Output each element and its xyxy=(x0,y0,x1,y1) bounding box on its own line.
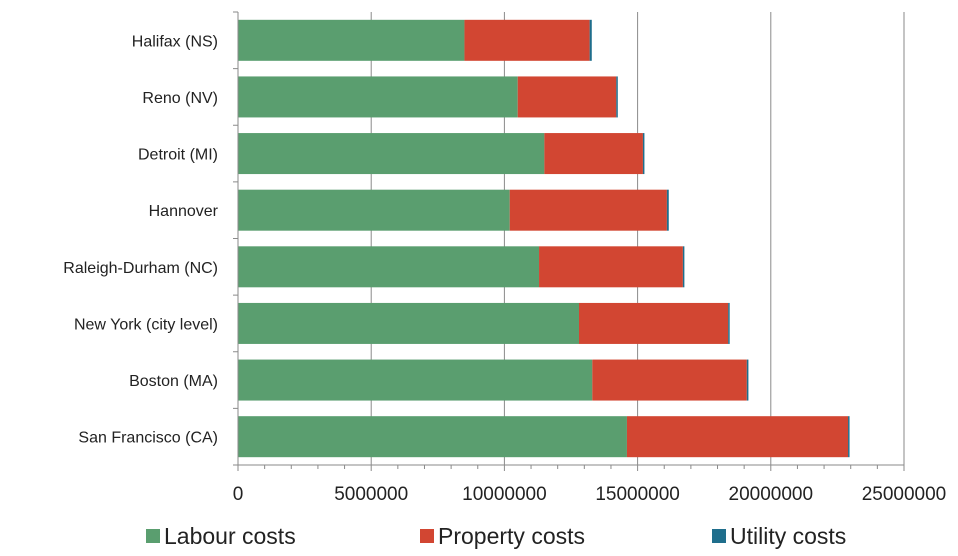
bar-utility-costs-3 xyxy=(642,133,645,175)
bar-property-costs-8 xyxy=(626,416,849,458)
category-labels: Halifax (NS) Reno (NV) Detroit (MI) Hannove… xyxy=(63,33,218,446)
category-label: Boston (MA) xyxy=(129,373,218,390)
legend-swatch-labour-costs xyxy=(146,529,160,543)
x-tick-label: 5000000 xyxy=(334,484,408,505)
bar-labour-costs-5 xyxy=(238,246,540,288)
x-tick-label: 15000000 xyxy=(595,484,680,505)
bar-utility-costs-2 xyxy=(616,76,618,118)
legend-label-utility-costs: Utility costs xyxy=(730,523,846,549)
category-label: Reno (NV) xyxy=(142,90,218,107)
bar-property-costs-2 xyxy=(517,76,617,118)
x-tick-label: 10000000 xyxy=(462,484,547,505)
category-label: Detroit (MI) xyxy=(138,147,218,164)
x-tick-label: 25000000 xyxy=(862,484,947,505)
bar-labour-costs-4 xyxy=(238,189,510,231)
category-label: Raleigh-Durham (NC) xyxy=(63,260,218,277)
category-label: Hannover xyxy=(149,203,219,220)
bar-labour-costs-7 xyxy=(238,359,593,401)
bar-labour-costs-8 xyxy=(238,416,627,458)
bar-labour-costs-6 xyxy=(238,302,579,344)
bar-utility-costs-1 xyxy=(589,19,592,61)
bar-property-costs-7 xyxy=(592,359,747,401)
legend-label-labour-costs: Labour costs xyxy=(164,523,296,549)
bar-utility-costs-5 xyxy=(682,246,685,288)
bar-labour-costs-2 xyxy=(238,76,518,118)
legend-swatch-utility-costs xyxy=(712,529,726,543)
category-label: Halifax (NS) xyxy=(132,33,218,50)
category-label: New York (city level) xyxy=(74,316,218,333)
bar-utility-costs-4 xyxy=(666,189,669,231)
x-tick-label: 0 xyxy=(233,484,244,505)
bar-utility-costs-8 xyxy=(848,416,850,458)
bars xyxy=(238,19,850,458)
legend: Labour costs Property costs Utility costs xyxy=(146,523,846,549)
bar-property-costs-6 xyxy=(578,302,729,344)
bar-property-costs-4 xyxy=(509,189,667,231)
bar-property-costs-1 xyxy=(464,19,590,61)
x-tick-label: 20000000 xyxy=(729,484,814,505)
axes xyxy=(233,11,905,471)
legend-label-property-costs: Property costs xyxy=(438,523,585,549)
bar-utility-costs-7 xyxy=(746,359,749,401)
bar-property-costs-3 xyxy=(544,133,643,175)
legend-swatch-property-costs xyxy=(420,529,434,543)
category-label: San Francisco (CA) xyxy=(78,430,218,447)
x-tick-labels: 0 5000000 10000000 15000000 20000000 25000000 xyxy=(233,484,947,505)
bar-utility-costs-6 xyxy=(728,302,730,344)
bar-labour-costs-3 xyxy=(238,133,545,175)
bar-labour-costs-1 xyxy=(238,19,465,61)
bar-property-costs-5 xyxy=(539,246,683,288)
